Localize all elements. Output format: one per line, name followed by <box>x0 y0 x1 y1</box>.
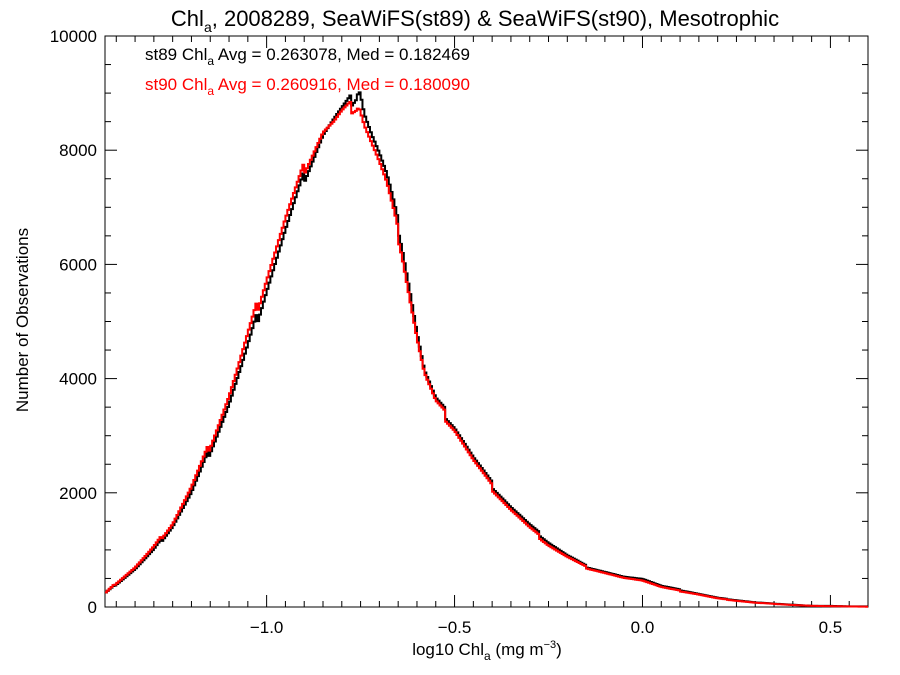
xlabel-pre: log10 Chl <box>412 640 484 659</box>
series-st89-line <box>105 91 868 608</box>
y-tick-label: 10000 <box>50 27 97 46</box>
legend-0-pre: st89 Chl <box>145 45 207 64</box>
title-main: Chl <box>171 6 204 31</box>
legend-1-pre: st90 Chl <box>145 75 207 94</box>
plot-frame <box>104 35 869 608</box>
x-axis-label-text: log10 Chla (mg m−3) <box>412 639 562 663</box>
chart-title: Chla, 2008289, SeaWiFS(st89) & SeaWiFS(s… <box>171 6 779 35</box>
y-tick-label: 2000 <box>59 484 97 503</box>
xlabel-sup: −3 <box>544 639 557 651</box>
xlabel-post: ) <box>556 640 562 659</box>
legend-0-sub: a <box>207 54 214 68</box>
title-rest: , 2008289, SeaWiFS(st89) & SeaWiFS(st90)… <box>212 6 779 31</box>
xlabel-mid: (mg m <box>491 640 544 659</box>
x-tick-label: 0.0 <box>631 618 655 637</box>
y-tick-label: 4000 <box>59 370 97 389</box>
x-tick-label: −1.0 <box>250 618 284 637</box>
y-axis-label-text: Number of Observations <box>13 228 32 412</box>
x-tick-label: −0.5 <box>438 618 472 637</box>
axes: −1.0 −0.5 0.0 0.5 0 2000 4000 6000 8000 10000 <box>50 27 869 637</box>
legend-0-post: Avg = 0.263078, Med = 0.182469 <box>214 45 470 64</box>
y-axis-label: Number of Observations <box>13 228 32 412</box>
y-tick-label: 6000 <box>59 255 97 274</box>
series-layer <box>105 91 868 608</box>
series-st90-line <box>105 100 868 608</box>
xlabel-sub: a <box>484 649 491 663</box>
legend-entry-st89: st89 Chla Avg = 0.263078, Med = 0.182469 <box>145 45 470 68</box>
title-sub: a <box>204 19 212 35</box>
legend-entry-st90: st90 Chla Avg = 0.260916, Med = 0.180090 <box>145 75 470 98</box>
title-text: Chla, 2008289, SeaWiFS(st89) & SeaWiFS(s… <box>171 6 779 35</box>
y-tick-label: 8000 <box>59 141 97 160</box>
x-tick-label: 0.5 <box>819 618 843 637</box>
legend: st89 Chla Avg = 0.263078, Med = 0.182469… <box>145 45 470 98</box>
legend-1-sub: a <box>207 84 214 98</box>
legend-1-post: Avg = 0.260916, Med = 0.180090 <box>214 75 470 94</box>
x-axis-label: log10 Chla (mg m−3) <box>412 639 562 663</box>
y-tick-label: 0 <box>88 598 97 617</box>
